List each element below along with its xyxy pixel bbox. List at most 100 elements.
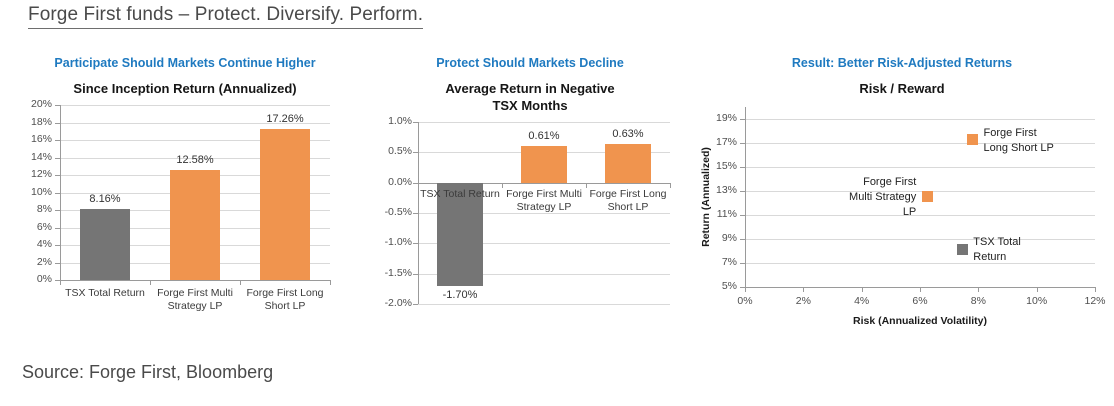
chart-3-point-label: Forge First Multi Strategy LP <box>786 175 916 220</box>
panel-participate: Participate Should Markets Continue High… <box>0 56 370 327</box>
chart-1-ytick-label: 4% <box>36 238 52 250</box>
chart-3-xtick-label: 0% <box>737 295 753 307</box>
panel-2-heading: Protect Should Markets Decline <box>436 56 624 70</box>
chart-1-category-line: Forge First Long <box>246 287 324 299</box>
chart-1-category-line: Short LP <box>264 300 306 312</box>
chart-1-ytick-label: 16% <box>30 133 52 145</box>
chart-3-point-label-line: Long Short LP <box>983 141 1054 154</box>
chart-2-category-label: TSX Total Return <box>415 188 505 201</box>
chart-1-category-label: TSX Total Return <box>54 287 156 300</box>
chart-2-ytick-label: 0.0% <box>388 175 412 188</box>
chart-3-gridline <box>745 167 1095 168</box>
chart-2-category-label: Forge First Multi Strategy LP <box>499 188 589 214</box>
chart-3-y-axis <box>745 107 746 287</box>
chart-2-ytick-label: -1.5% <box>384 266 412 279</box>
chart-2-xtick-mark <box>418 182 419 188</box>
chart-1-ytick-label: 14% <box>30 150 52 163</box>
chart-1-ytick-label: 8% <box>36 203 52 215</box>
chart-3-xaxis-title: Risk (Annualized Volatility) <box>853 315 987 327</box>
chart-3-xtick-label: 10% <box>1026 295 1048 307</box>
chart-2-gridline <box>418 183 670 184</box>
chart-1-ytick-mark <box>55 210 60 211</box>
chart-2-bar <box>437 182 483 286</box>
chart-1-gridline <box>60 158 330 159</box>
chart-3-ytick-label: 7% <box>721 256 737 268</box>
chart-2-y-axis <box>418 122 419 304</box>
chart-1-category-line: TSX Total Return <box>65 287 145 299</box>
chart-2-gridline <box>418 213 670 214</box>
chart-2-ytick-mark <box>413 274 418 275</box>
chart-1-xtick-mark <box>150 280 151 285</box>
chart-3-gridline <box>745 143 1095 144</box>
chart-1-y-axis <box>60 105 61 280</box>
chart-2-gridline <box>418 274 670 275</box>
chart-2-category-label: Forge First Long Short LP <box>583 188 673 214</box>
chart-3-point-marker <box>967 134 978 146</box>
chart-1-ytick-mark <box>55 123 60 124</box>
chart-2-gridline <box>418 122 670 123</box>
source-note: Source: Forge First, Bloomberg <box>22 362 274 382</box>
chart-2-ytick-mark <box>413 183 418 184</box>
chart-3-xtick-mark <box>1037 287 1038 292</box>
chart-1-ytick-label: 10% <box>30 185 52 198</box>
chart-1-ytick-label: 2% <box>36 255 52 268</box>
chart-1-ytick-mark <box>55 263 60 264</box>
chart-1-plot: 20% 18% 16% 14% 12% 10% 8% 6% 4% 2% 0% 8.16% TSX Tot… <box>0 97 370 327</box>
chart-3-point-label-line: Return <box>973 251 1007 264</box>
chart-2-category-line: Forge First Multi <box>506 187 582 200</box>
chart-2-ytick-label: -1.0% <box>384 236 412 249</box>
chart-1-ytick-mark <box>55 228 60 229</box>
chart-3-ytick-label: 19% <box>715 112 737 124</box>
chart-3-xtick-label: 8% <box>970 295 986 307</box>
chart-3-xtick-mark <box>803 287 804 292</box>
chart-3-ytick-mark <box>740 239 745 240</box>
chart-2-bar-value: 0.61% <box>528 129 560 142</box>
chart-2-category-line: TSX Total Return <box>420 187 500 200</box>
chart-3-point-label-line: Multi Strategy <box>849 190 917 203</box>
chart-1-gridline <box>60 140 330 141</box>
chart-3-xtick-mark <box>1095 287 1096 292</box>
chart-1-ytick-label: 12% <box>30 168 52 180</box>
chart-2-ytick-mark <box>413 122 418 123</box>
chart-1-ytick-mark <box>55 105 60 106</box>
chart-3-gridline <box>745 215 1095 216</box>
chart-1-gridline <box>60 123 330 124</box>
page-title: Forge First funds – Protect. Diversify. … <box>28 4 424 29</box>
chart-3-point-label-line: TSX Total <box>973 236 1021 249</box>
panel-1-heading: Participate Should Markets Continue High… <box>54 56 316 70</box>
chart-1-ytick-label: 20% <box>30 98 52 110</box>
chart-1-bar <box>170 169 220 280</box>
chart-3-plot: 19% 17% 15% 13% 11% 9% 7% 5% 0% 2% 4% 6% 8% 10% 12% For… <box>690 97 1114 337</box>
chart-3-xtick-label: 12% <box>1084 295 1106 307</box>
chart-2-ytick-mark <box>413 304 418 305</box>
chart-1-xtick-mark <box>330 280 331 285</box>
chart-2-ytick-label: 1.0% <box>388 115 412 127</box>
panel-result: Result: Better Risk-Adjusted Returns Ris… <box>690 56 1114 337</box>
chart-1-ytick-label: 6% <box>36 220 52 233</box>
chart-2-ytick-label: -2.0% <box>384 297 412 309</box>
chart-3-point-label: Forge First Long Short LP <box>984 126 1054 156</box>
chart-3-ytick-label: 11% <box>716 208 737 220</box>
chart-3-ytick-label: 15% <box>715 160 737 172</box>
chart-1-category-label: Forge First Multi Strategy LP <box>144 287 246 313</box>
chart-2-gridline <box>418 243 670 244</box>
chart-1-category-line: Forge First Multi <box>157 287 233 299</box>
chart-3-point-label-line: Forge First <box>863 175 917 188</box>
chart-1-bar-value: 8.16% <box>89 192 121 205</box>
chart-3-ytick-mark <box>740 215 745 216</box>
chart-3-ytick-mark <box>740 119 745 120</box>
chart-3-ytick-label: 5% <box>721 280 737 292</box>
chart-3-ytick-mark <box>740 287 745 288</box>
chart-2-plot: 1.0% 0.5% 0.0% -0.5% -1.0% -1.5% -2.0% -1.70% TS… <box>370 114 690 344</box>
chart-3-point-label-line: LP <box>902 205 917 218</box>
chart-2-ytick-mark <box>413 213 418 214</box>
chart-3-point-label-line: Forge First <box>983 126 1037 139</box>
chart-3-point-marker <box>921 190 933 202</box>
chart-2-category-line: Strategy LP <box>516 200 572 213</box>
chart-2-ytick-mark <box>413 152 418 153</box>
chart-3-point-marker <box>956 243 968 255</box>
panel-protect: Protect Should Markets Decline Average R… <box>370 56 690 344</box>
chart-1-bar <box>80 208 130 280</box>
chart-2-ytick-label: -0.5% <box>384 206 412 218</box>
chart-3-ytick-label: 9% <box>721 232 737 244</box>
